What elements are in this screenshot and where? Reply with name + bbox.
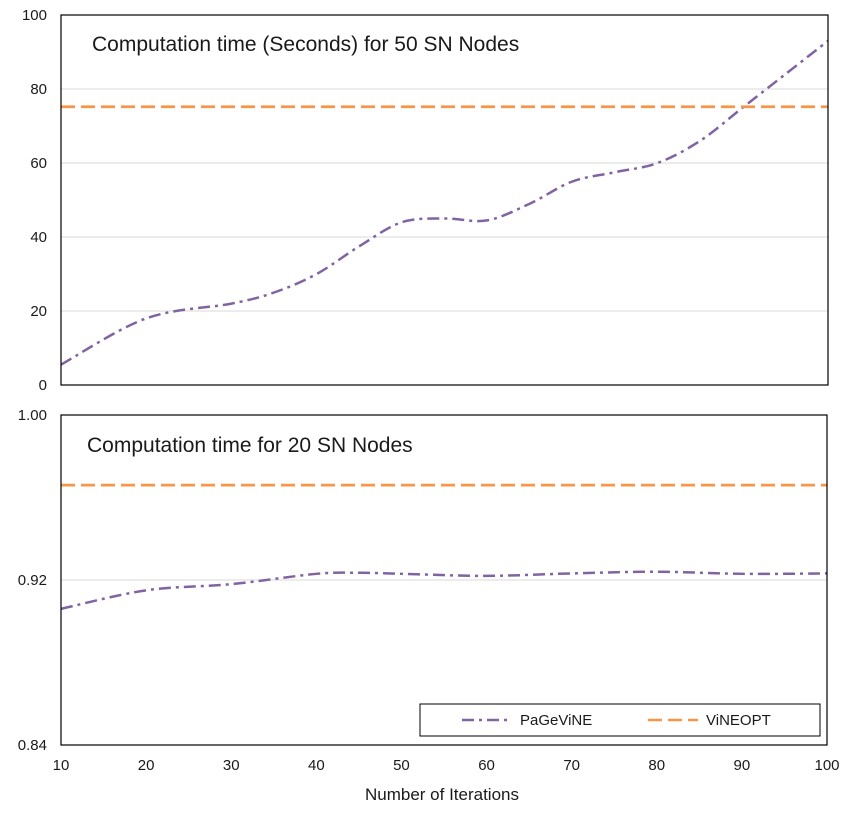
legend-label-vineopt: ViNEOPT — [706, 712, 771, 729]
x-tick-label: 10 — [53, 757, 70, 774]
legend: PaGeViNE ViNEOPT — [419, 703, 821, 737]
x-tick-label: 40 — [308, 757, 325, 774]
top-y-tick-label: 40 — [30, 229, 47, 246]
x-tick-label: 70 — [563, 757, 580, 774]
top-y-tick-label: 20 — [30, 303, 47, 320]
x-tick-label: 30 — [223, 757, 240, 774]
top-panel: 0 20 40 60 80 100 Computation time (Seconds) … — [22, 7, 829, 394]
bottom-y-tick-label: 0.92 — [18, 572, 47, 589]
top-y-tick-label: 100 — [22, 7, 47, 24]
x-tick-label: 100 — [814, 757, 839, 774]
top-chart-title: Computation time (Seconds) for 50 SN Nod… — [92, 33, 519, 56]
legend-label-pagevine: PaGeViNE — [520, 712, 592, 729]
x-tick-label: 60 — [478, 757, 495, 774]
bottom-series-pagevine — [60, 570, 828, 611]
x-tick-label: 90 — [734, 757, 751, 774]
top-y-ticks: 0 20 40 60 80 100 — [22, 7, 47, 394]
bottom-y-tick-label: 1.00 — [18, 407, 47, 424]
x-axis-ticks: 10 20 30 40 50 60 70 80 90 100 — [53, 757, 840, 774]
x-axis-label: Number of Iterations — [365, 785, 519, 804]
top-gridlines — [61, 88, 828, 312]
top-y-tick-label: 0 — [39, 377, 47, 394]
top-series-pagevine — [60, 39, 829, 366]
bottom-series-group — [60, 483, 828, 611]
top-plot-frame — [60, 14, 829, 386]
x-tick-label: 80 — [648, 757, 665, 774]
bottom-panel: 0.84 0.92 1.00 10 20 30 40 50 60 70 80 90 100 Compu… — [18, 407, 840, 804]
x-tick-label: 20 — [138, 757, 155, 774]
x-tick-label: 50 — [393, 757, 410, 774]
legend-box — [419, 703, 821, 737]
top-y-tick-label: 60 — [30, 155, 47, 172]
bottom-plot-frame — [60, 414, 828, 746]
top-y-tick-label: 80 — [30, 81, 47, 98]
top-series-group — [60, 39, 829, 366]
bottom-y-tick-label: 0.84 — [18, 737, 47, 754]
bottom-chart-title: Computation time for 20 SN Nodes — [87, 434, 413, 457]
bottom-y-ticks: 0.84 0.92 1.00 — [18, 407, 47, 754]
